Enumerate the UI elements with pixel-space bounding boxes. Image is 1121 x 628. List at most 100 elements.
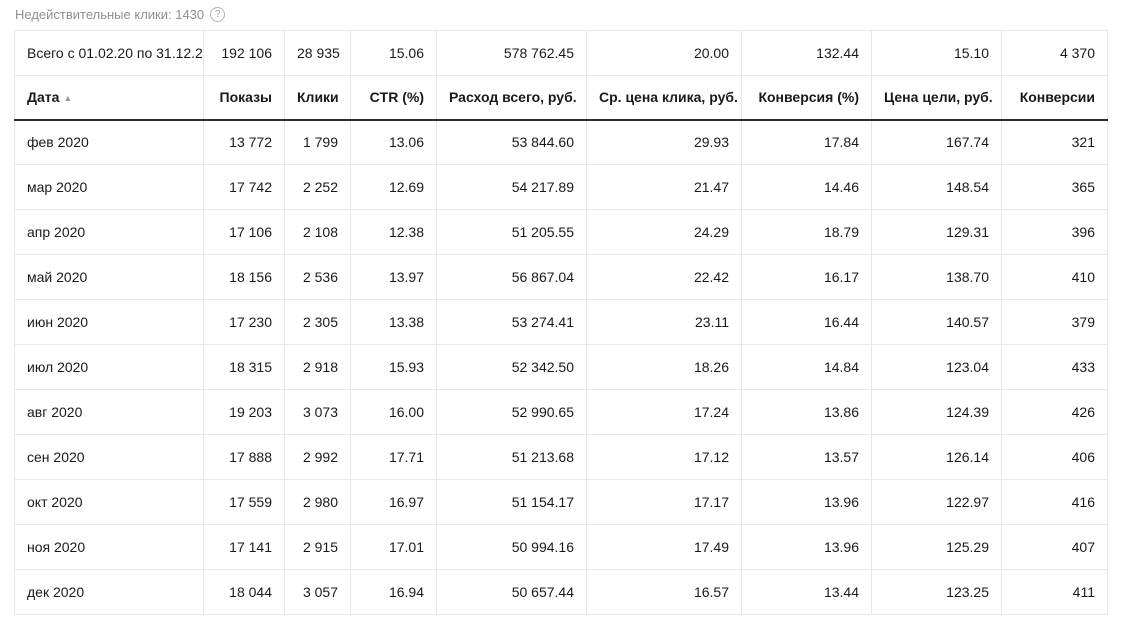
cell-impressions: 17 888 — [203, 434, 285, 480]
totals-clicks: 28 935 — [284, 30, 351, 76]
column-header-date[interactable]: Дата ▲ — [14, 75, 204, 121]
cell-impressions: 17 742 — [203, 164, 285, 210]
cell-avg-cpc: 16.57 — [586, 569, 742, 615]
column-header-clicks[interactable]: Клики — [284, 75, 351, 121]
totals-cost: 578 762.45 — [436, 30, 587, 76]
cell-cost: 50 657.44 — [436, 569, 587, 615]
totals-cost-per-goal: 15.10 — [871, 30, 1002, 76]
cell-date: авг 2020 — [14, 389, 204, 435]
cell-conversions: 416 — [1001, 479, 1108, 525]
cell-impressions: 17 141 — [203, 524, 285, 570]
cell-ctr: 13.06 — [350, 119, 437, 165]
invalid-clicks-bar: Недействительные клики: 1430 ? — [15, 7, 226, 22]
cell-date: дек 2020 — [14, 569, 204, 615]
column-header-conversions[interactable]: Конверсии — [1001, 75, 1108, 121]
cell-impressions: 17 230 — [203, 299, 285, 345]
cell-clicks: 2 992 — [284, 434, 351, 480]
cell-conversions: 407 — [1001, 524, 1108, 570]
cell-clicks: 2 305 — [284, 299, 351, 345]
cell-clicks: 2 252 — [284, 164, 351, 210]
totals-row: Всего с 01.02.20 по 31.12.20 192 106 28 … — [14, 30, 1108, 76]
cell-date: июл 2020 — [14, 344, 204, 390]
cell-impressions: 18 044 — [203, 569, 285, 615]
cell-ctr: 17.01 — [350, 524, 437, 570]
cell-conversion-rate: 18.79 — [741, 209, 872, 255]
table-body: Всего с 01.02.20 по 31.12.20 192 106 28 … — [14, 30, 1108, 615]
invalid-clicks-label: Недействительные клики: 1430 — [15, 7, 205, 22]
cell-impressions: 18 156 — [203, 254, 285, 300]
column-header-ctr[interactable]: CTR (%) — [350, 75, 437, 121]
cell-avg-cpc: 17.24 — [586, 389, 742, 435]
cell-cost: 51 205.55 — [436, 209, 587, 255]
table-row: авг 2020 19 203 3 073 16.00 52 990.65 17… — [14, 389, 1108, 435]
cell-avg-cpc: 23.11 — [586, 299, 742, 345]
cell-clicks: 3 057 — [284, 569, 351, 615]
cell-ctr: 16.00 — [350, 389, 437, 435]
column-header-conversion-rate[interactable]: Конверсия (%) — [741, 75, 872, 121]
cell-avg-cpc: 21.47 — [586, 164, 742, 210]
cell-conversions: 379 — [1001, 299, 1108, 345]
cell-conversion-rate: 13.96 — [741, 479, 872, 525]
table-row: июл 2020 18 315 2 918 15.93 52 342.50 18… — [14, 344, 1108, 390]
cell-avg-cpc: 17.49 — [586, 524, 742, 570]
cell-cost: 52 342.50 — [436, 344, 587, 390]
cell-ctr: 17.71 — [350, 434, 437, 480]
header-row: Дата ▲ Показы Клики CTR (%) Расход всего,… — [14, 75, 1108, 121]
cell-cost-per-goal: 124.39 — [871, 389, 1002, 435]
totals-label: Всего с 01.02.20 по 31.12.20 — [14, 30, 204, 76]
cell-conversion-rate: 13.96 — [741, 524, 872, 570]
table-row: апр 2020 17 106 2 108 12.38 51 205.55 24… — [14, 209, 1108, 255]
cell-conversions: 396 — [1001, 209, 1108, 255]
cell-date: ноя 2020 — [14, 524, 204, 570]
column-header-avg-cpc[interactable]: Ср. цена клика, руб. — [586, 75, 742, 121]
cell-cost-per-goal: 125.29 — [871, 524, 1002, 570]
cell-cost: 51 154.17 — [436, 479, 587, 525]
column-header-cost-per-goal[interactable]: Цена цели, руб. — [871, 75, 1002, 121]
cell-impressions: 13 772 — [203, 119, 285, 165]
cell-conversions: 406 — [1001, 434, 1108, 480]
cell-conversions: 426 — [1001, 389, 1108, 435]
cell-avg-cpc: 18.26 — [586, 344, 742, 390]
cell-conversion-rate: 13.86 — [741, 389, 872, 435]
cell-conversion-rate: 13.44 — [741, 569, 872, 615]
help-icon[interactable]: ? — [210, 7, 226, 22]
cell-conversions: 433 — [1001, 344, 1108, 390]
cell-avg-cpc: 29.93 — [586, 119, 742, 165]
cell-conversion-rate: 14.46 — [741, 164, 872, 210]
table-row: окт 2020 17 559 2 980 16.97 51 154.17 17… — [14, 479, 1108, 525]
cell-conversions: 365 — [1001, 164, 1108, 210]
table-row: ноя 2020 17 141 2 915 17.01 50 994.16 17… — [14, 524, 1108, 570]
table-row: дек 2020 18 044 3 057 16.94 50 657.44 16… — [14, 569, 1108, 615]
table-row: май 2020 18 156 2 536 13.97 56 867.04 22… — [14, 254, 1108, 300]
cell-clicks: 2 536 — [284, 254, 351, 300]
cell-conversion-rate: 16.44 — [741, 299, 872, 345]
cell-date: июн 2020 — [14, 299, 204, 345]
cell-avg-cpc: 22.42 — [586, 254, 742, 300]
cell-ctr: 12.69 — [350, 164, 437, 210]
cell-impressions: 17 106 — [203, 209, 285, 255]
statistics-table: Всего с 01.02.20 по 31.12.20 192 106 28 … — [14, 30, 1108, 615]
cell-cost: 54 217.89 — [436, 164, 587, 210]
cell-cost-per-goal: 148.54 — [871, 164, 1002, 210]
cell-date: окт 2020 — [14, 479, 204, 525]
cell-date: мар 2020 — [14, 164, 204, 210]
cell-cost: 53 844.60 — [436, 119, 587, 165]
cell-clicks: 2 108 — [284, 209, 351, 255]
cell-conversion-rate: 13.57 — [741, 434, 872, 480]
cell-cost-per-goal: 138.70 — [871, 254, 1002, 300]
cell-avg-cpc: 24.29 — [586, 209, 742, 255]
cell-clicks: 2 915 — [284, 524, 351, 570]
table-row: сен 2020 17 888 2 992 17.71 51 213.68 17… — [14, 434, 1108, 480]
cell-clicks: 3 073 — [284, 389, 351, 435]
column-header-cost[interactable]: Расход всего, руб. — [436, 75, 587, 121]
cell-conversions: 321 — [1001, 119, 1108, 165]
cell-conversion-rate: 17.84 — [741, 119, 872, 165]
cell-conversions: 410 — [1001, 254, 1108, 300]
cell-impressions: 17 559 — [203, 479, 285, 525]
cell-cost-per-goal: 123.25 — [871, 569, 1002, 615]
totals-avg-cpc: 20.00 — [586, 30, 742, 76]
cell-date: апр 2020 — [14, 209, 204, 255]
cell-cost-per-goal: 140.57 — [871, 299, 1002, 345]
cell-impressions: 18 315 — [203, 344, 285, 390]
column-header-impressions[interactable]: Показы — [203, 75, 285, 121]
